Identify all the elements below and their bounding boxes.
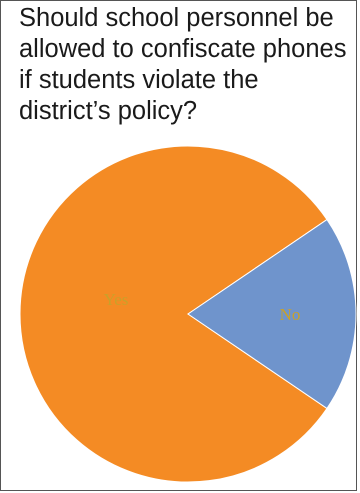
chart-title: Should school personnel be allowed to co…: [19, 4, 347, 125]
slice-label-no: No: [280, 305, 301, 324]
slice-label-yes: Yes: [104, 290, 129, 309]
pie-slice-yes: [19, 145, 328, 483]
pie-slice-no: [187, 218, 357, 410]
